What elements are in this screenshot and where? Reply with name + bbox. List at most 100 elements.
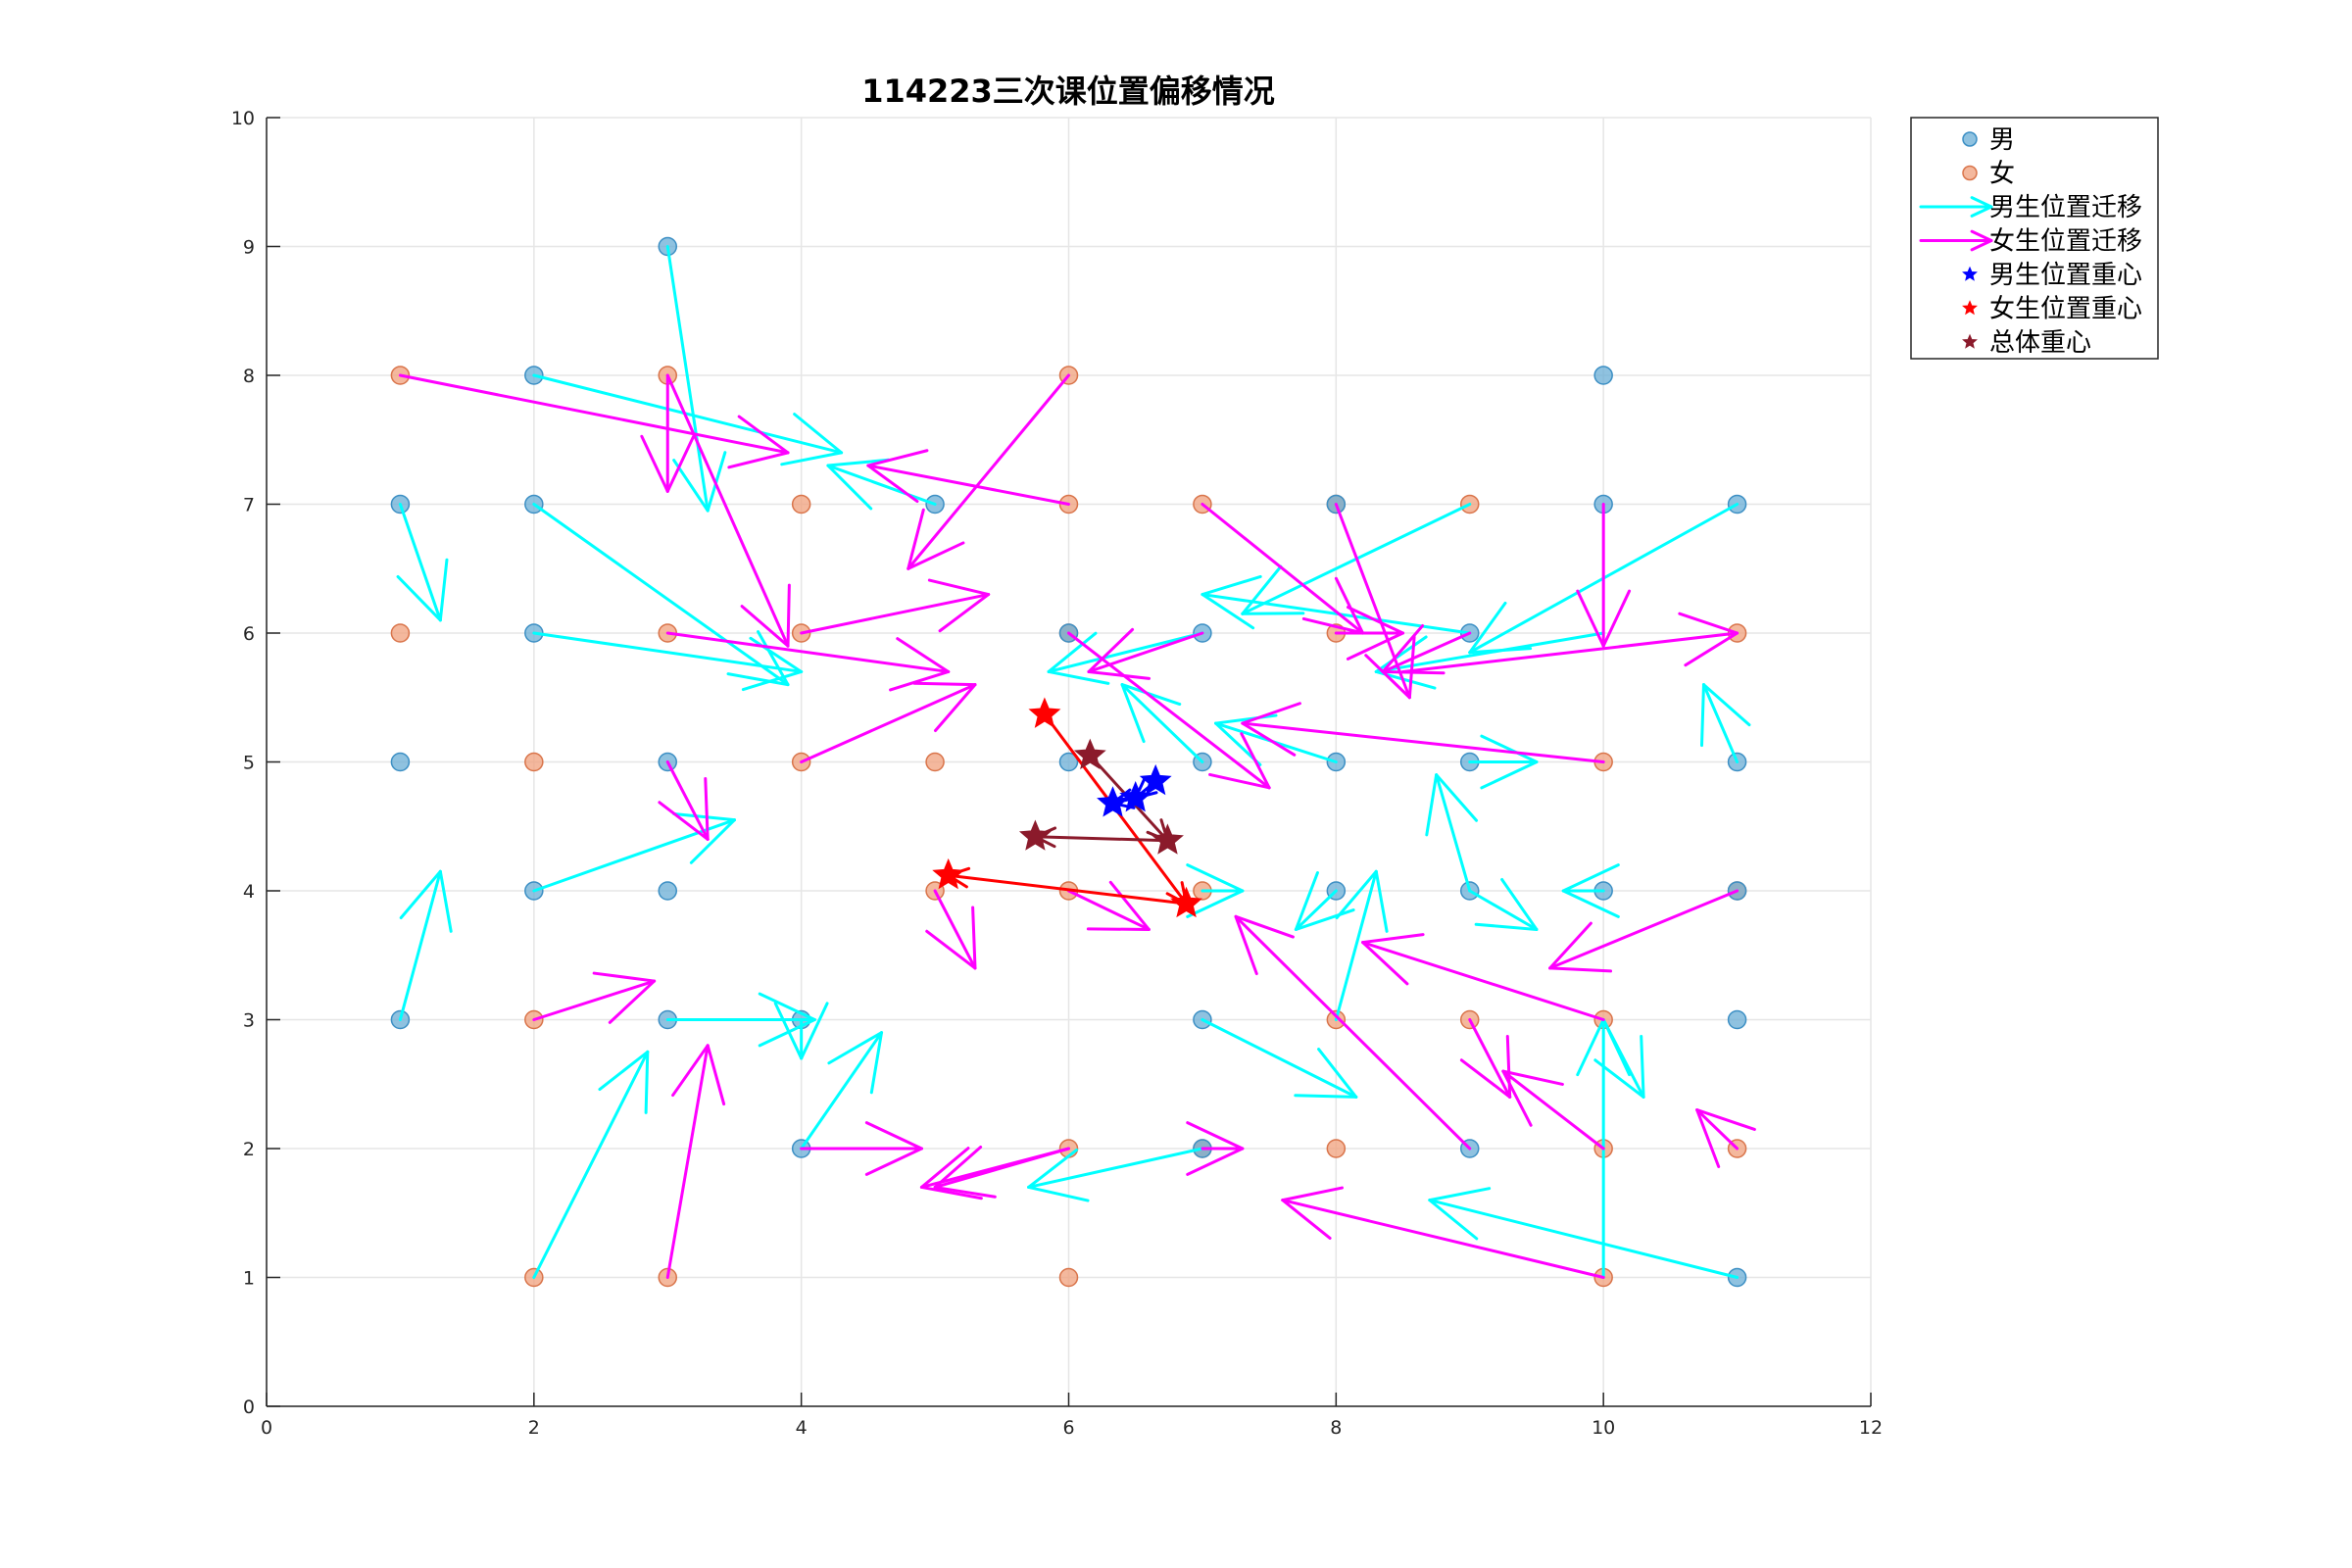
female-centroid-star: [1028, 697, 1061, 728]
female-migration-arrow: [866, 449, 1070, 506]
male-migration-arrow-head: [1200, 574, 1262, 597]
female-migration-arrow-head: [1684, 631, 1740, 667]
female-centroid-path-shaft: [947, 873, 1189, 906]
legend-symbol-male_centroid: [1962, 266, 1978, 281]
female-migration-arrow-head: [906, 541, 965, 570]
female-migration-arrow-head: [1241, 702, 1301, 725]
male-migration-arrow-head: [758, 992, 816, 1021]
male-migration-arrow: [826, 458, 937, 511]
male-migration-arrow-head: [1047, 631, 1098, 673]
male-migration-arrow: [800, 1031, 884, 1151]
female-point: [791, 494, 811, 514]
female-migration-arrow-shaft: [1401, 631, 1740, 673]
male-migration-arrow-shaft: [532, 373, 844, 455]
legend-box: [1910, 117, 2159, 360]
female-migration-arrow: [665, 1044, 726, 1279]
female-migration-arrow-head: [704, 776, 710, 841]
male-migration-arrow: [1027, 1147, 1204, 1202]
female-migration-arrow-head: [933, 1185, 997, 1199]
female-migration-arrow-head: [1208, 772, 1271, 790]
male-migration-arrow-head: [773, 1002, 804, 1060]
female-migration-arrow-head: [971, 906, 977, 970]
female-migration-arrow-shaft: [1087, 631, 1204, 673]
male-migration-arrow-head: [793, 413, 844, 455]
male-point: [658, 881, 677, 901]
male-migration-arrow: [396, 503, 449, 622]
female-migration-arrow-head: [640, 434, 669, 493]
female-migration-arrow-head: [658, 801, 710, 841]
female-point: [1326, 1139, 1347, 1158]
female-migration-arrow-head: [933, 683, 977, 733]
male-migration-arrow-head: [1186, 889, 1245, 918]
female-migration-arrow: [1459, 1018, 1512, 1099]
female-migration-arrow-shaft: [1501, 1069, 1605, 1151]
male-migration-arrow: [532, 1050, 650, 1279]
female-migration-arrow-head: [1501, 1069, 1533, 1127]
female-migration-arrow-head: [1407, 635, 1416, 700]
female-migration-arrow-head: [592, 971, 657, 983]
female-point: [524, 752, 544, 772]
female-migration-arrow-shaft: [665, 373, 790, 648]
legend-symbol-female_arrow-head: [1970, 229, 1993, 242]
female-migration-arrow-shaft: [1695, 1108, 1740, 1151]
female-migration-arrow-head: [1086, 927, 1151, 931]
male-migration-arrow-shaft: [532, 631, 804, 673]
female-migration-arrow-head: [1234, 914, 1295, 939]
female-migration-arrow-head: [1695, 1108, 1721, 1168]
male-migration-arrow-shaft: [1120, 683, 1204, 763]
male-migration-arrow: [398, 869, 453, 1021]
male-migration-arrow: [1561, 863, 1620, 918]
male-migration-arrow-shaft: [1047, 631, 1204, 673]
female-migration-arrow: [800, 681, 977, 763]
female-migration-arrow-shaft: [1241, 721, 1605, 763]
legend-item-male_centroid: 男生位置重心: [1962, 261, 2142, 290]
male-migration-arrow-head: [1425, 773, 1439, 837]
male-migration-arrow-head: [826, 458, 891, 467]
male-migration-arrow-head: [1561, 889, 1620, 918]
male-migration-arrow-head: [826, 464, 873, 511]
male-migration-arrow-head: [869, 1031, 884, 1095]
female-migration-arrow-shaft: [1281, 1199, 1605, 1279]
male-migration-arrow: [1186, 863, 1245, 918]
male-migration-arrow: [773, 1002, 829, 1060]
female-migration-arrow: [665, 631, 951, 692]
female-migration-arrow: [925, 889, 977, 970]
male-migration-arrow-head: [1200, 593, 1255, 630]
female-migration-arrow-head: [737, 415, 790, 455]
male-migration-arrow-shaft: [665, 245, 710, 513]
legend-item-female: 女: [1962, 160, 2015, 189]
female-migration-arrow-head: [933, 1145, 983, 1189]
female-point: [390, 623, 411, 643]
male-migration-arrow-head: [1701, 683, 1751, 727]
legend-symbol-female: [1962, 165, 1978, 181]
female-migration-arrow: [1200, 503, 1365, 635]
female-migration-arrow-head: [866, 464, 919, 504]
y-tick-label: 2: [243, 1139, 255, 1160]
female-migration-arrow: [800, 1121, 923, 1176]
male-migration-arrow-shaft: [1200, 593, 1472, 635]
female-migration-arrow-shaft: [532, 979, 657, 1021]
male-migration-arrow-head: [438, 558, 449, 622]
female-migration-arrow-head: [608, 979, 657, 1024]
legend-label-female_arrow: 女生位置迁移: [1989, 227, 2142, 257]
male-migration-arrow-shaft: [532, 818, 736, 893]
female-point: [925, 752, 945, 772]
female-migration-arrow: [1695, 1108, 1756, 1168]
female-migration-arrow-head: [727, 451, 790, 469]
female-migration-arrow: [1186, 1121, 1245, 1176]
male-migration-arrow-head: [672, 811, 736, 822]
male-migration-arrow-shaft: [1374, 631, 1605, 673]
female-migration-arrow-head: [1087, 627, 1135, 673]
female-centroid-star: [1170, 886, 1203, 918]
male-migration-arrow: [532, 631, 804, 692]
male-migration-arrow-shaft: [1027, 1147, 1204, 1189]
male-migration-arrow-shaft: [398, 869, 442, 1021]
male-migration-arrow: [1468, 734, 1539, 790]
male-migration-arrow-head: [396, 574, 442, 622]
male-centroid-star: [1097, 786, 1129, 817]
legend-symbol-male_arrow: [1919, 196, 1993, 218]
male-migration-arrow-head: [1317, 1048, 1358, 1099]
male-point: [1593, 366, 1613, 385]
y-tick-label: 8: [243, 366, 255, 387]
